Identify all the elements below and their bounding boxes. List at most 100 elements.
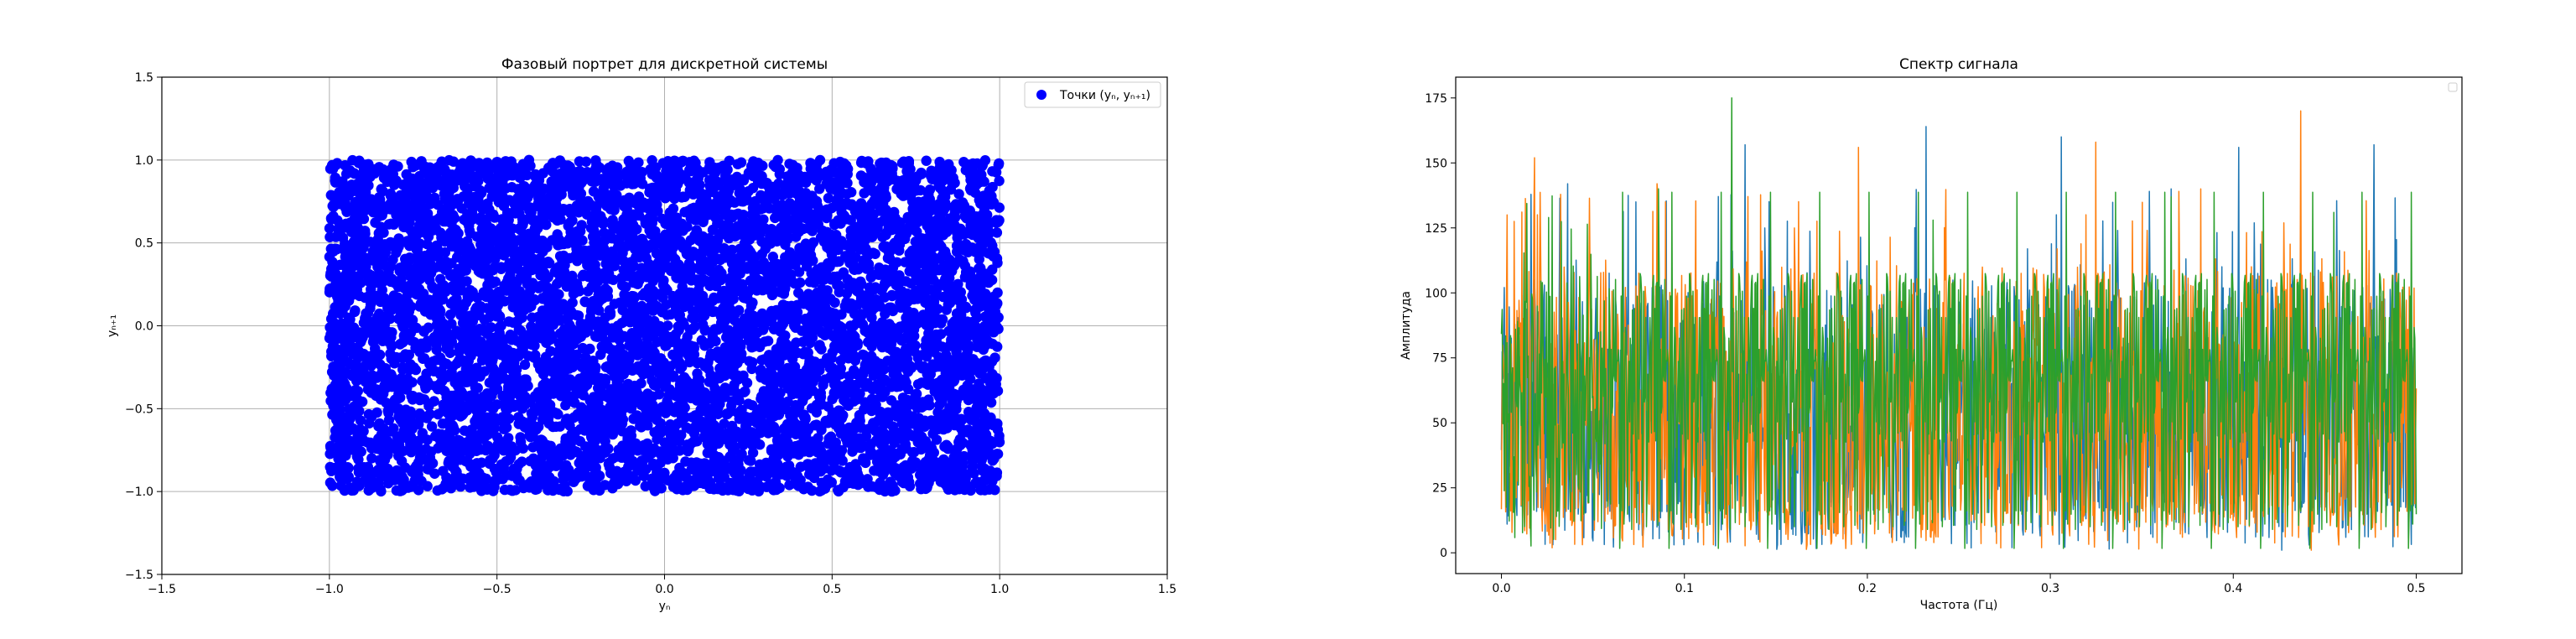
scatter-point — [771, 344, 782, 355]
scatter-point — [471, 445, 482, 456]
scatter-point — [565, 208, 576, 219]
scatter-point — [994, 433, 1005, 444]
scatter-point — [558, 366, 569, 378]
scatter-point — [426, 421, 438, 432]
scatter-point — [499, 484, 511, 496]
scatter-point — [517, 403, 528, 414]
scatter-point — [937, 314, 948, 325]
scatter-point — [438, 465, 449, 476]
scatter-point — [684, 184, 695, 195]
scatter-point — [709, 423, 719, 434]
scatter-point — [901, 166, 912, 177]
scatter-point — [946, 164, 957, 176]
scatter-point — [379, 320, 390, 331]
scatter-point — [346, 185, 357, 196]
scatter-point — [354, 405, 365, 417]
scatter-point — [365, 299, 377, 309]
scatter-point — [475, 239, 486, 250]
scatter-point — [515, 392, 527, 403]
scatter-point — [489, 262, 500, 273]
scatter-point — [503, 316, 515, 327]
scatter-point — [633, 191, 645, 202]
scatter-point — [506, 470, 517, 481]
scatter-point — [595, 349, 606, 361]
scatter-point — [836, 309, 847, 320]
scatter-point — [458, 260, 470, 272]
scatter-point — [746, 400, 758, 411]
scatter-point — [354, 155, 365, 166]
scatter-point — [527, 442, 538, 453]
scatter-point — [825, 294, 836, 304]
scatter-point — [414, 238, 426, 249]
scatter-point — [537, 293, 548, 304]
scatter-point — [994, 175, 1005, 186]
scatter-point — [828, 271, 839, 283]
scatter-point — [804, 368, 815, 379]
scatter-point — [745, 275, 756, 286]
scatter-point — [371, 407, 382, 418]
scatter-point — [667, 203, 679, 214]
scatter-point — [609, 261, 620, 272]
scatter-point — [727, 445, 739, 457]
scatter-point — [866, 231, 878, 242]
scatter-point — [729, 468, 740, 479]
scatter-point — [921, 346, 932, 357]
scatter-point — [642, 314, 653, 325]
scatter-point — [860, 457, 871, 469]
scatter-point — [632, 350, 643, 361]
scatter-point — [627, 314, 639, 325]
scatter-point — [915, 283, 927, 294]
scatter-point — [441, 343, 452, 355]
scatter-point — [915, 470, 926, 481]
scatter-point — [713, 438, 724, 449]
scatter-point — [859, 188, 870, 199]
scatter-point — [482, 440, 494, 451]
scatter-point — [454, 455, 465, 465]
scatter-point — [583, 317, 594, 329]
scatter-point — [448, 330, 459, 341]
scatter-point — [447, 281, 458, 292]
scatter-point — [691, 225, 702, 236]
scatter-point — [461, 216, 472, 227]
scatter-point — [771, 435, 783, 446]
scatter-point — [429, 468, 440, 479]
scatter-point — [437, 418, 449, 429]
scatter-point — [941, 291, 953, 302]
scatter-point — [750, 195, 761, 207]
scatter-point — [794, 242, 805, 254]
scatter-point — [965, 208, 976, 219]
scatter-point — [444, 309, 456, 320]
scatter-point — [934, 399, 945, 411]
scatter-point — [423, 294, 435, 305]
scatter-point — [940, 191, 951, 202]
scatter-point — [605, 229, 615, 240]
scatter-point — [903, 383, 914, 395]
scatter-point — [475, 213, 487, 224]
scatter-point — [755, 366, 766, 377]
scatter-point — [800, 314, 811, 325]
scatter-point — [376, 335, 387, 345]
scatter-point — [979, 276, 990, 287]
scatter-point — [356, 396, 368, 408]
scatter-point — [756, 308, 768, 320]
scatter-point — [703, 408, 714, 419]
phase-portrait-chart: −1.5 −1.0 −0.5 0.0 0.5 1.0 1.5−1.5−1.0−0.50.00… — [106, 56, 1176, 613]
scatter-point — [888, 369, 900, 380]
scatter-point — [927, 310, 938, 322]
scatter-point — [433, 429, 444, 439]
scatter-point — [545, 209, 556, 220]
scatter-point — [351, 284, 362, 295]
scatter-point — [392, 465, 402, 476]
scatter-point — [736, 348, 747, 360]
scatter-point — [631, 410, 642, 421]
scatter-point — [377, 185, 388, 197]
scatter-point — [340, 262, 351, 273]
scatter-point — [582, 260, 593, 271]
scatter-point — [867, 384, 878, 395]
scatter-point — [616, 426, 628, 437]
scatter-point — [980, 268, 991, 279]
scatter-point — [426, 174, 437, 184]
scatter-point — [453, 195, 464, 206]
scatter-point — [708, 457, 719, 468]
scatter-point — [529, 294, 540, 305]
